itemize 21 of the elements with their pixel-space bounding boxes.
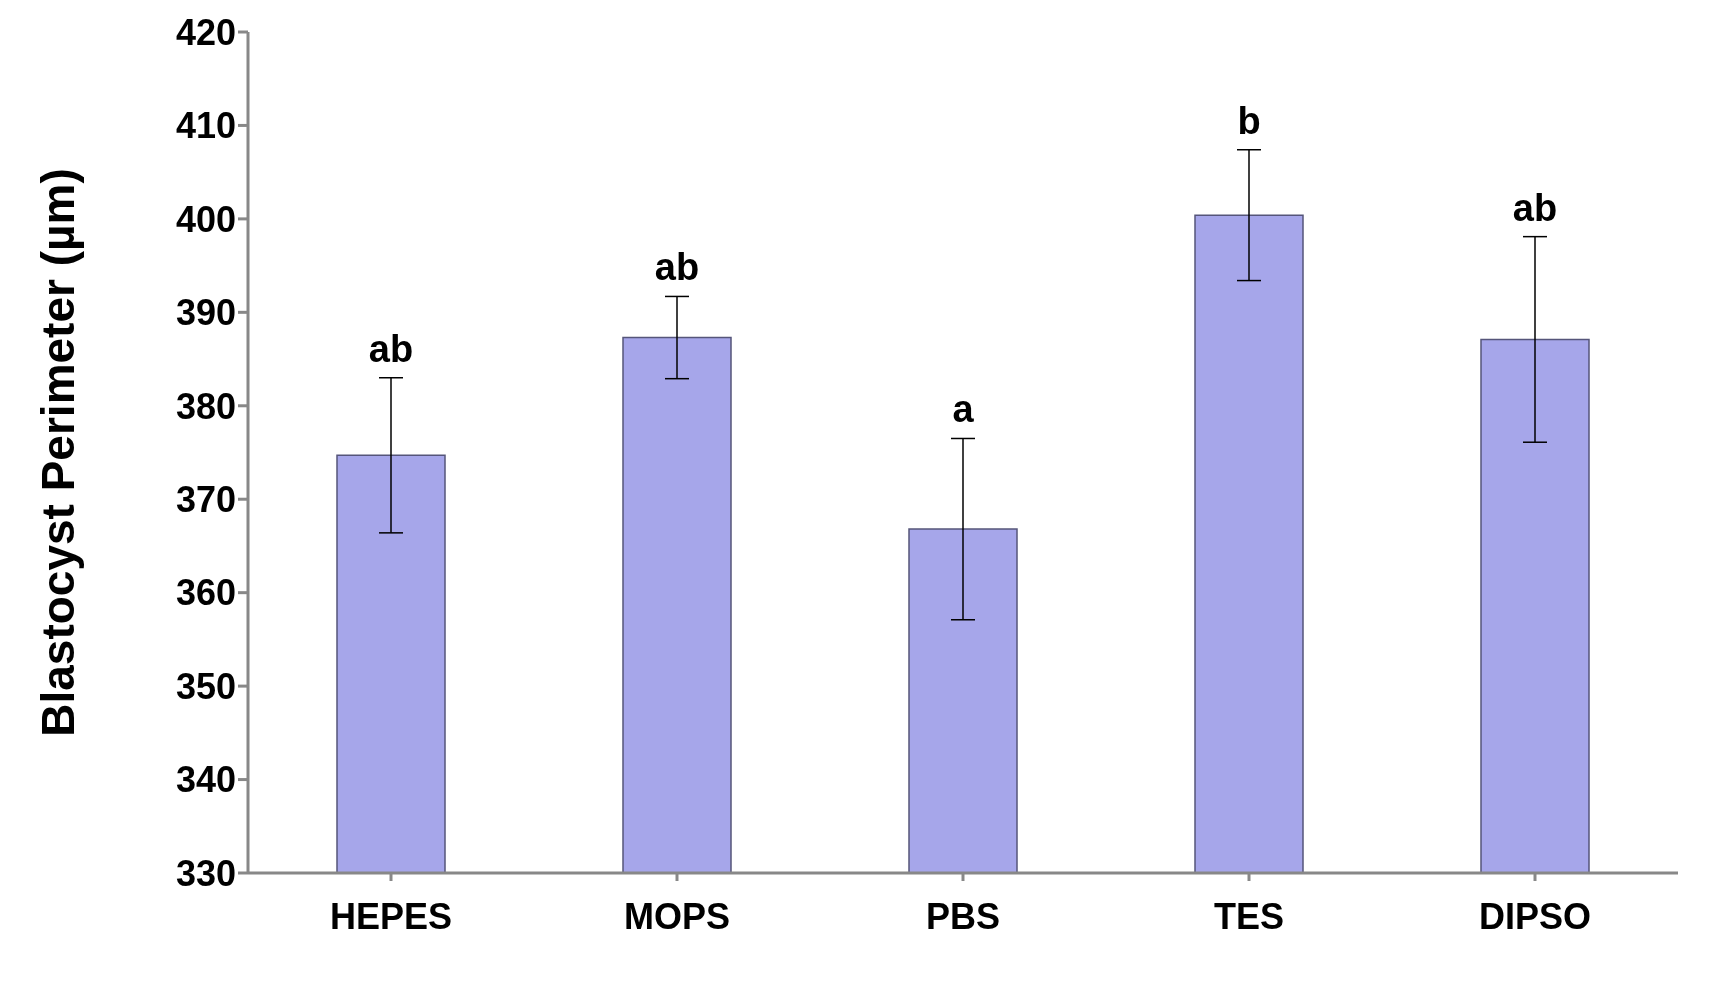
x-tick-label: HEPES — [329, 895, 453, 937]
x-tick-label: MOPS — [623, 895, 731, 937]
y-tick-label: 370 — [175, 479, 236, 520]
y-tick-label: 390 — [175, 292, 236, 334]
y-axis-title: Blastocyst Perimeter (µm) — [32, 168, 85, 737]
y-tick-label: 420 — [175, 11, 236, 53]
y-tick-label: 410 — [175, 105, 236, 147]
annotation: a — [952, 388, 975, 431]
y-tick-label: 400 — [175, 198, 236, 240]
annotation: ab — [368, 327, 414, 370]
x-tick-label: TES — [1213, 895, 1285, 937]
annotation: ab — [1512, 186, 1558, 229]
y-tick-label: 380 — [175, 385, 236, 427]
y-tick-label: 330 — [175, 852, 236, 894]
x-tick-label: DIPSO — [1478, 895, 1592, 937]
annotation: b — [1237, 99, 1261, 142]
y-tick-label: 340 — [175, 759, 236, 801]
x-tick-label: PBS — [925, 895, 1001, 937]
y-tick-label: 350 — [175, 665, 236, 707]
y-tick-label: 360 — [175, 572, 236, 614]
annotation: ab — [654, 246, 700, 289]
